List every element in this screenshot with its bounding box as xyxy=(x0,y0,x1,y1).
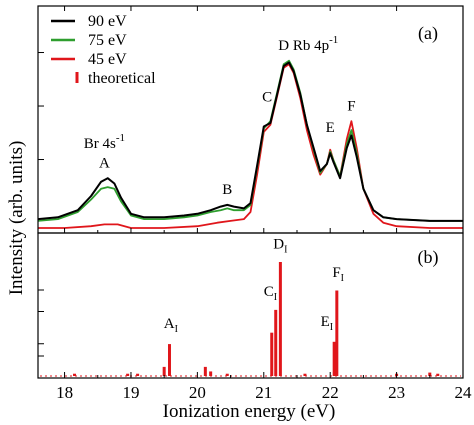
peak-label: A xyxy=(99,155,110,171)
x-tick-label: 20 xyxy=(189,383,206,402)
peak-label: Rb 4p-1 xyxy=(293,34,338,54)
x-tick-label: 23 xyxy=(388,383,405,402)
series-line-90-ev xyxy=(37,61,463,222)
x-axis-label: Ionization energy (eV) xyxy=(163,401,336,422)
x-tick-label: 19 xyxy=(122,383,139,402)
x-tick-label: 22 xyxy=(322,383,339,402)
x-tick-label: 18 xyxy=(56,383,73,402)
theory-peak-label: DI xyxy=(273,236,287,255)
y-axis-label: Intensity (arb. units) xyxy=(6,141,27,296)
peak-label: E xyxy=(326,120,335,136)
panel-b: AI CI DI EI FI xyxy=(40,236,461,377)
theory-peak-label: EI xyxy=(321,314,334,333)
legend: 90 eV 75 eV 45 eV theoretical xyxy=(51,13,156,87)
panel-a-label: (a) xyxy=(418,23,438,44)
legend-label: 90 eV xyxy=(88,13,127,30)
peak-label: B xyxy=(222,182,232,198)
theory-peak-label: CI xyxy=(264,284,277,303)
legend-label: theoretical xyxy=(88,70,156,87)
axes-frame: 18 19 20 21 22 23 24 xyxy=(37,5,473,402)
x-tick-label: 24 xyxy=(455,383,473,402)
x-tick-label: 21 xyxy=(255,383,272,402)
theory-peak-label: AI xyxy=(164,316,178,335)
peak-label: Br 4s-1 xyxy=(84,132,125,152)
panel-b-frame xyxy=(37,232,464,379)
peak-label: F xyxy=(347,99,355,115)
panel-b-label: (b) xyxy=(418,247,439,268)
panel-a: Br 4s-1 A B C D Rb 4p-1 EF xyxy=(37,34,463,229)
legend-label: 45 eV xyxy=(88,51,127,68)
peak-label: C xyxy=(262,90,272,106)
legend-label: 75 eV xyxy=(88,32,127,49)
peak-label: D xyxy=(278,38,289,54)
theory-peak-label: FI xyxy=(332,265,344,284)
